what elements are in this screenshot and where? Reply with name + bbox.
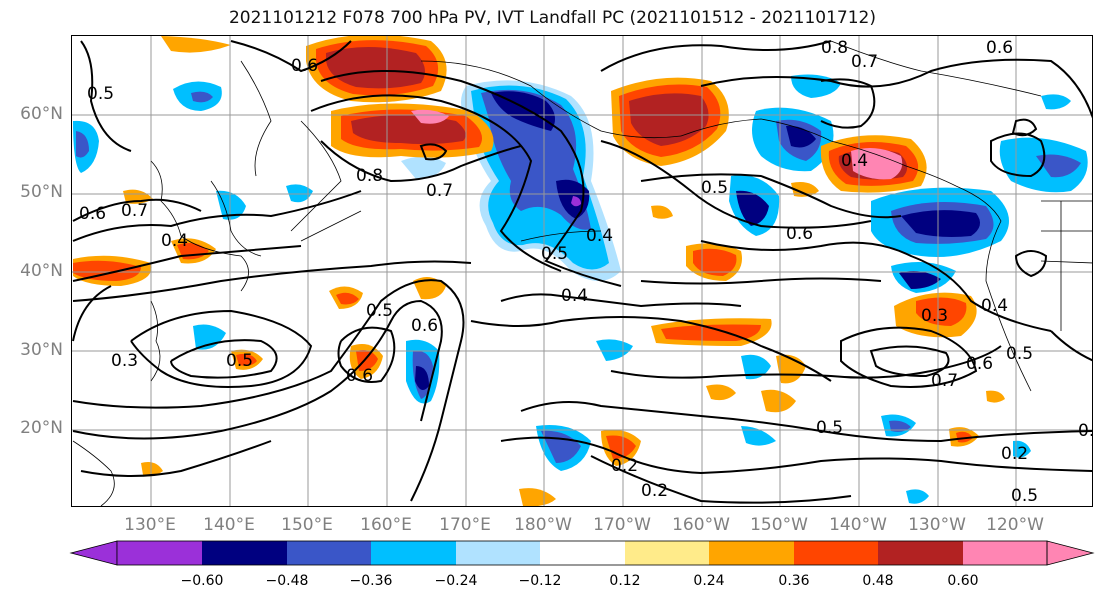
colorbar-extend-high — [1046, 540, 1095, 566]
lon-label-170w: 170°W — [593, 515, 651, 535]
contour-label: 0.5 — [816, 418, 843, 438]
contour-label: 0.2 — [611, 456, 638, 476]
lon-label-140e: 140°E — [203, 515, 255, 535]
lon-label-160w: 160°W — [672, 515, 730, 535]
map-panel: 0.6 0.8 0.7 0.6 0.5 0.5 0.6 0.7 0.8 0.7 … — [71, 35, 1093, 507]
lon-label-160e: 160°E — [360, 515, 412, 535]
lat-label-30n: 30°N — [20, 340, 63, 360]
contour-label: 0.8 — [356, 166, 383, 186]
colorbar-tick-label: 0.36 — [778, 573, 810, 589]
lon-label-120w: 120°W — [986, 515, 1044, 535]
contour-label: 0.6 — [411, 316, 438, 336]
colorbar-tick-label: −0.12 — [518, 573, 562, 589]
colorbar-tick-label: −0.36 — [349, 573, 393, 589]
lon-label-180w: 180°W — [514, 515, 572, 535]
contour-label: 0.6 — [986, 38, 1013, 58]
contour-label: 0.4 — [161, 231, 188, 251]
contour-label: 0.4 — [561, 286, 588, 306]
colorbar-bin — [794, 541, 878, 565]
lon-label-130e: 130°E — [124, 515, 176, 535]
contour-label: 0.7 — [851, 52, 878, 72]
contour-label: 0.6 — [786, 224, 813, 244]
contour-label: 0.3 — [921, 306, 948, 326]
colorbar-bin — [456, 541, 540, 565]
colorbar-tick-label: −0.24 — [434, 573, 478, 589]
lat-label-20n: 20°N — [20, 418, 63, 438]
contour-label: 0.5 — [701, 178, 728, 198]
contour-label: 0.6 — [346, 366, 373, 386]
contour-label: 0.5 — [541, 244, 568, 264]
colorbar-bin — [878, 541, 963, 565]
colorbar-bin — [625, 541, 709, 565]
colorbar-bin — [202, 541, 287, 565]
contour-label: 0.6 — [291, 56, 318, 76]
contour-label: 0.5 — [1011, 486, 1038, 506]
contour-label: 0.6 — [79, 204, 106, 224]
contour-label: 0.5 — [366, 301, 393, 321]
contour-label: 0.4 — [841, 151, 868, 171]
contour-label: 0.7 — [121, 201, 148, 221]
map-title: 2021101212 F078 700 hPa PV, IVT Landfall… — [228, 8, 876, 28]
lat-label-40n: 40°N — [20, 261, 63, 281]
contour-label: 0.4 — [1078, 421, 1093, 441]
colorbar-tick-label: −0.48 — [265, 573, 309, 589]
lat-label-60n: 60°N — [20, 104, 63, 124]
lon-label-150e: 150°E — [281, 515, 333, 535]
colorbar-bin — [709, 541, 794, 565]
contour-label: 0.2 — [641, 481, 668, 501]
contour-label: 0.5 — [226, 351, 253, 371]
colorbar-bin — [117, 541, 202, 565]
lon-label-130w: 130°W — [908, 515, 966, 535]
contour-label: 0.6 — [966, 354, 993, 374]
colorbar-extend-low — [69, 540, 118, 566]
colorbar-tick-label: 0.24 — [693, 573, 725, 589]
contour-label: 0.4 — [981, 296, 1008, 316]
contour-labels: 0.6 0.8 0.7 0.6 0.5 0.5 0.6 0.7 0.8 0.7 … — [79, 38, 1093, 506]
colorbar-bin — [540, 541, 625, 565]
colorbar — [69, 540, 1095, 566]
contour-label: 0.7 — [426, 181, 453, 201]
colorbar-bin — [371, 541, 456, 565]
lat-label-50n: 50°N — [20, 182, 63, 202]
pv-contours — [72, 40, 1092, 504]
contour-label: 0.7 — [931, 371, 958, 391]
contour-label: 0.8 — [821, 38, 848, 58]
map-svg: 0.6 0.8 0.7 0.6 0.5 0.5 0.6 0.7 0.8 0.7 … — [72, 36, 1093, 506]
colorbar-tick-label: −0.60 — [180, 573, 224, 589]
lon-label-170e: 170°E — [439, 515, 491, 535]
contour-label: 0.5 — [87, 84, 114, 104]
contour-label: 0.2 — [1001, 444, 1028, 464]
contour-label: 0.3 — [111, 351, 138, 371]
contour-label: 0.4 — [586, 226, 613, 246]
colorbar-tick-label: 0.60 — [947, 573, 979, 589]
lon-label-150w: 150°W — [750, 515, 808, 535]
colorbar-bin — [287, 541, 371, 565]
colorbar-bin — [963, 541, 1047, 565]
coastlines — [72, 40, 1092, 506]
lon-label-140w: 140°W — [829, 515, 887, 535]
colorbar-tick-label: 0.48 — [862, 573, 894, 589]
contour-label: 0.5 — [1006, 344, 1033, 364]
colorbar-tick-label: 0.12 — [609, 573, 641, 589]
